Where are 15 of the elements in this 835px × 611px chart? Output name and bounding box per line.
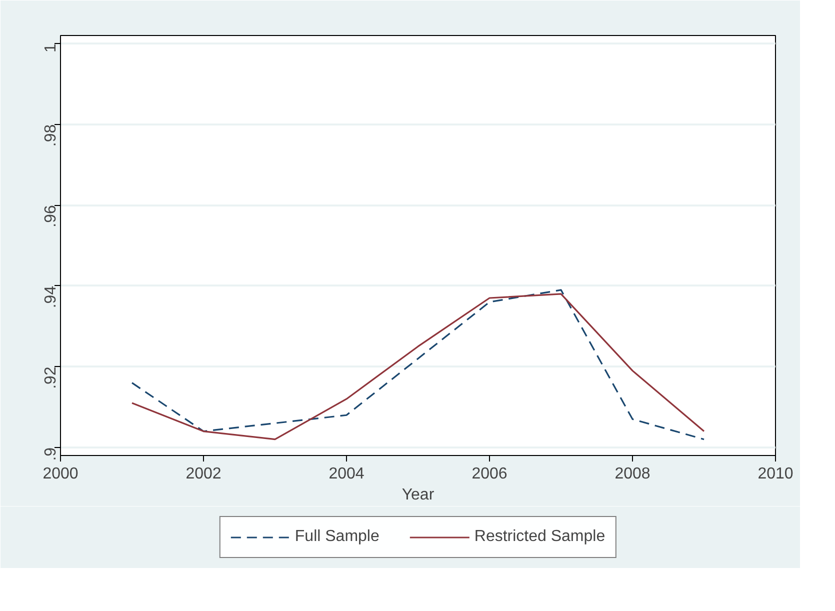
y-tick-label: .9 (42, 447, 60, 461)
y-tick-label: .98 (42, 124, 60, 147)
x-tick-label: 2002 (186, 466, 222, 482)
y-tick-label: 1 (42, 43, 60, 52)
x-tick-label: 2010 (758, 466, 794, 482)
legend-label: Restricted Sample (474, 528, 606, 546)
x-tick-label: 2006 (472, 466, 508, 482)
y-tick-label: .92 (42, 366, 60, 389)
x-tick-label: 2004 (328, 466, 364, 482)
x-tick-label: 2008 (614, 466, 650, 482)
x-tick-label: 2000 (42, 466, 78, 482)
legend-label: Full Sample (294, 528, 380, 546)
x-axis-title: Year (402, 486, 435, 504)
y-tick-label: .96 (42, 205, 60, 228)
y-tick-label: .94 (42, 286, 60, 308)
